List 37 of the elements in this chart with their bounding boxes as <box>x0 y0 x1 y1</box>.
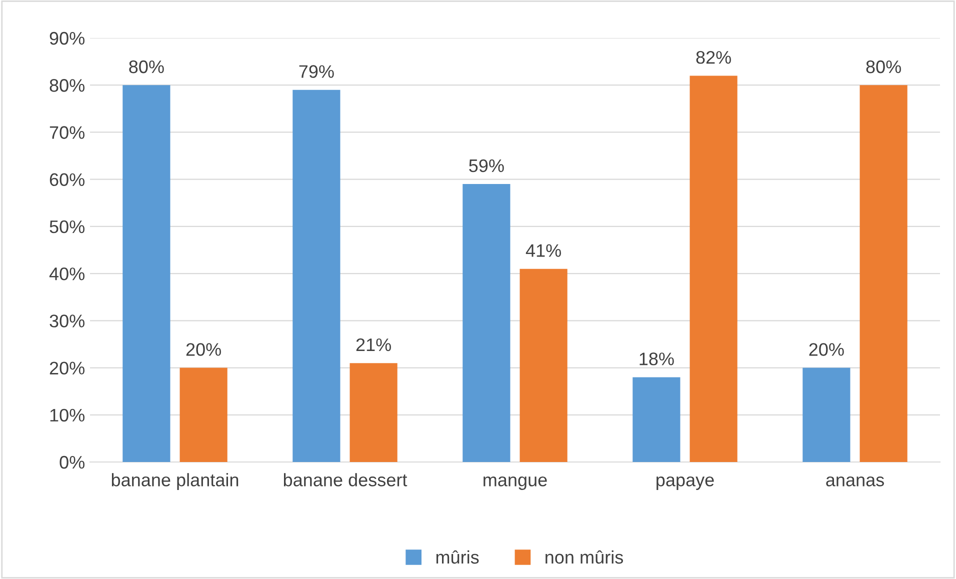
bar <box>350 363 398 462</box>
data-label: 20% <box>186 343 221 356</box>
data-label: 18% <box>640 352 674 366</box>
y-tick-label: 70% <box>50 126 84 139</box>
bar <box>690 76 738 462</box>
data-label: 41% <box>526 244 561 257</box>
y-tick-label: 30% <box>50 314 84 328</box>
y-tick-label: 10% <box>50 408 84 422</box>
y-tick-label: 50% <box>50 220 84 234</box>
legend-label: mûris <box>436 550 479 564</box>
bar <box>462 184 510 462</box>
x-tick-label: papaye <box>656 476 714 490</box>
x-tick-label: banane plantain <box>112 473 238 490</box>
y-tick-label: 40% <box>49 267 84 280</box>
bar <box>632 377 680 462</box>
y-tick-label: 80% <box>50 79 84 92</box>
legend-label: non mûris <box>546 550 623 564</box>
bar <box>292 90 340 462</box>
bar <box>520 268 568 462</box>
x-tick-label: banane dessert <box>284 473 408 486</box>
bar <box>860 85 908 462</box>
data-label: 80% <box>129 60 164 74</box>
y-tick-label: 0% <box>60 456 84 469</box>
bar <box>802 368 850 462</box>
data-label: 79% <box>299 65 334 78</box>
x-tick-label: ananas <box>826 476 884 486</box>
data-label: 80% <box>866 60 901 74</box>
data-label: 82% <box>696 51 731 64</box>
data-label: 20% <box>809 343 844 356</box>
y-tick-label: 60% <box>50 173 84 186</box>
data-label: 59% <box>469 159 504 172</box>
x-tick-label: mangue <box>484 476 547 490</box>
y-tick-label: 90% <box>50 32 84 45</box>
bar <box>122 85 170 462</box>
bar <box>180 368 228 462</box>
data-label: 21% <box>356 338 391 352</box>
y-tick-label: 20% <box>50 362 84 374</box>
